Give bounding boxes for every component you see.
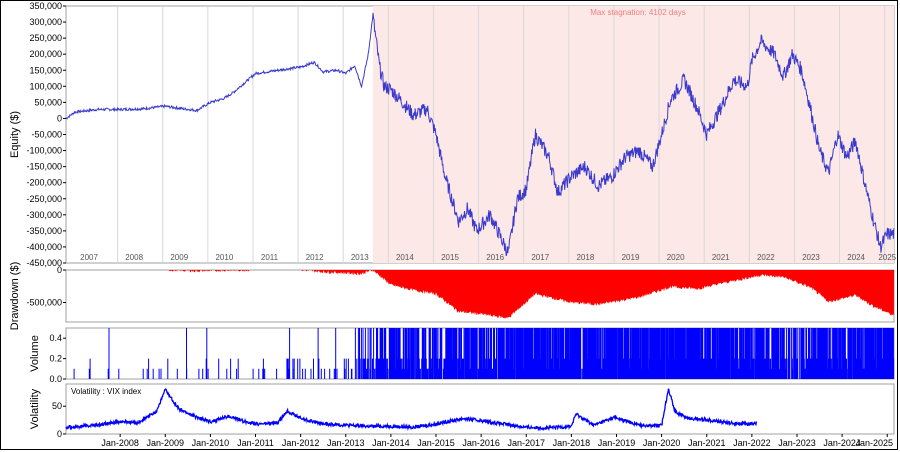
x-tick-label-Jan-2020: Jan-2020 bbox=[643, 438, 681, 448]
equity-y-tick-label: -300,000 bbox=[26, 210, 62, 220]
volume-y-tick-label: 0.0 bbox=[49, 374, 62, 384]
equity-y-tick-label: -400,000 bbox=[26, 242, 62, 252]
equity-y-tick-label: 350,000 bbox=[29, 1, 62, 11]
max-stagnation-annotation: Max stagnation: 4102 days bbox=[590, 8, 686, 17]
equity-line bbox=[65, 12, 895, 257]
year-label-2007: 2007 bbox=[80, 253, 98, 262]
x-tick-label-Jan-2022: Jan-2022 bbox=[733, 438, 771, 448]
x-tick-label-Jan-2025: Jan-2025 bbox=[855, 438, 893, 448]
year-label-2013: 2013 bbox=[351, 253, 369, 262]
volatility-y-tick-label: 50 bbox=[52, 401, 62, 411]
x-tick-label-Jan-2008: Jan-2008 bbox=[101, 438, 139, 448]
x-tick-label-Jan-2018: Jan-2018 bbox=[553, 438, 591, 448]
year-label-2017: 2017 bbox=[531, 253, 549, 262]
x-tick-label-Jan-2015: Jan-2015 bbox=[417, 438, 455, 448]
year-label-2014: 2014 bbox=[396, 253, 414, 262]
year-label-2024: 2024 bbox=[847, 253, 865, 262]
equity-y-tick-label: 100,000 bbox=[29, 81, 62, 91]
equity-y-tick-label: -350,000 bbox=[26, 226, 62, 236]
year-label-2018: 2018 bbox=[576, 253, 594, 262]
year-label-2019: 2019 bbox=[622, 253, 640, 262]
x-tick-label-Jan-2019: Jan-2019 bbox=[598, 438, 636, 448]
year-label-2022: 2022 bbox=[757, 253, 775, 262]
volatility-legend: Volatility : VIX index bbox=[71, 387, 141, 396]
year-label-2009: 2009 bbox=[170, 253, 188, 262]
x-tick-label-Jan-2017: Jan-2017 bbox=[507, 438, 545, 448]
volume-axis-label: Volume bbox=[29, 335, 41, 372]
x-tick-label-Jan-2024: Jan-2024 bbox=[823, 438, 861, 448]
vix-line bbox=[65, 388, 758, 432]
year-label-2025: 2025 bbox=[878, 253, 896, 262]
equity-y-tick-label: 150,000 bbox=[29, 65, 62, 75]
drawdown-y-tick-label: 0 bbox=[57, 265, 62, 275]
x-tick-label-Jan-2021: Jan-2021 bbox=[688, 438, 726, 448]
drawdown-y-tick-label: -500,000 bbox=[26, 298, 62, 308]
x-tick-label-Jan-2011: Jan-2011 bbox=[237, 438, 274, 448]
equity-y-tick-label: 250,000 bbox=[29, 33, 62, 43]
year-label-2008: 2008 bbox=[125, 253, 143, 262]
x-tick-label-Jan-2013: Jan-2013 bbox=[327, 438, 365, 448]
year-label-2011: 2011 bbox=[261, 253, 279, 262]
x-tick-label-Jan-2009: Jan-2009 bbox=[147, 438, 185, 448]
equity-y-tick-label: 50,000 bbox=[34, 97, 62, 107]
volume-y-tick-label: 0.4 bbox=[49, 333, 62, 343]
equity-y-tick-label: -450,000 bbox=[26, 258, 62, 268]
x-tick-label-Jan-2023: Jan-2023 bbox=[778, 438, 816, 448]
equity-y-tick-label: -150,000 bbox=[26, 162, 62, 172]
equity-y-tick-label: -50,000 bbox=[31, 130, 62, 140]
x-tick-label-Jan-2012: Jan-2012 bbox=[282, 438, 320, 448]
year-label-2021: 2021 bbox=[712, 253, 730, 262]
equity-y-tick-label: -200,000 bbox=[26, 178, 62, 188]
year-label-2023: 2023 bbox=[802, 253, 820, 262]
drawdown-axis-label: Drawdown ($) bbox=[9, 262, 21, 330]
equity-y-tick-label: -250,000 bbox=[26, 194, 62, 204]
volume-bars bbox=[73, 328, 895, 379]
year-label-2012: 2012 bbox=[306, 253, 324, 262]
x-tick-label-Jan-2014: Jan-2014 bbox=[372, 438, 410, 448]
equity-axis-label: Equity ($) bbox=[9, 111, 21, 158]
equity-y-tick-label: 200,000 bbox=[29, 49, 62, 59]
volatility-axis-label: Volatility bbox=[29, 388, 41, 429]
year-label-2010: 2010 bbox=[215, 253, 233, 262]
panel-frame-4 bbox=[65, 383, 895, 435]
equity-y-tick-label: -100,000 bbox=[26, 146, 62, 156]
year-label-2015: 2015 bbox=[441, 253, 459, 262]
drawdown-area bbox=[66, 270, 894, 319]
year-label-2020: 2020 bbox=[667, 253, 685, 262]
x-tick-label-Jan-2010: Jan-2010 bbox=[192, 438, 230, 448]
x-tick-label-Jan-2016: Jan-2016 bbox=[462, 438, 500, 448]
volatility-y-tick-label: 0 bbox=[57, 429, 62, 439]
equity-y-tick-label: 0 bbox=[57, 113, 62, 123]
year-label-2016: 2016 bbox=[486, 253, 504, 262]
volume-y-tick-label: 0.2 bbox=[49, 354, 62, 364]
equity-y-tick-label: 300,000 bbox=[29, 17, 62, 27]
